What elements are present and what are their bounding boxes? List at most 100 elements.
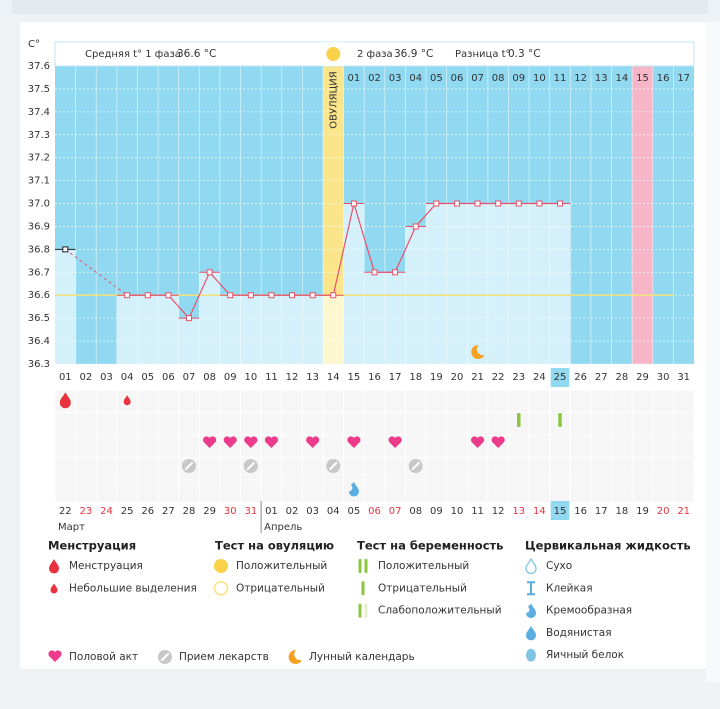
x-tick-label: 25 bbox=[554, 372, 567, 383]
date-label: 27 bbox=[162, 506, 175, 517]
legend-icon bbox=[525, 557, 537, 575]
event-cell bbox=[179, 435, 199, 457]
phase2-day-label: 10 bbox=[533, 73, 546, 84]
event-cell bbox=[385, 458, 405, 480]
legend-icon bbox=[364, 559, 368, 573]
event-cell bbox=[179, 413, 199, 435]
date-label: 22 bbox=[59, 506, 72, 517]
x-tick-label: 24 bbox=[533, 372, 546, 383]
y-tick-label: 37.2 bbox=[28, 153, 50, 164]
x-tick-label: 15 bbox=[348, 372, 361, 383]
legend-title: Тест на овуляцию bbox=[215, 539, 334, 553]
event-cell bbox=[632, 413, 653, 435]
temperature-bar bbox=[240, 295, 262, 364]
x-tick-label: 14 bbox=[327, 372, 340, 383]
point bbox=[536, 200, 543, 207]
event-cell bbox=[612, 458, 632, 480]
point bbox=[515, 200, 522, 207]
date-label: 01 bbox=[265, 506, 278, 517]
x-tick-label: 01 bbox=[59, 372, 72, 383]
point bbox=[392, 269, 399, 276]
event-cell bbox=[158, 435, 179, 457]
event-cell bbox=[137, 413, 158, 435]
legend-icon bbox=[527, 581, 535, 596]
y-tick-label: 36.9 bbox=[28, 221, 50, 232]
date-label: 26 bbox=[141, 506, 154, 517]
event-cell bbox=[137, 435, 158, 457]
date-label: 15 bbox=[554, 506, 567, 517]
y-axis-label: C° bbox=[28, 39, 40, 50]
date-label: 11 bbox=[471, 506, 484, 517]
legend-item: Сухо bbox=[546, 560, 572, 572]
medication-marker bbox=[243, 459, 258, 473]
intercourse-marker bbox=[244, 436, 258, 448]
event-cell bbox=[508, 458, 529, 480]
date-label: 07 bbox=[389, 506, 402, 517]
event-cell bbox=[405, 413, 426, 435]
point bbox=[371, 269, 378, 276]
expected-period-column bbox=[632, 66, 653, 364]
pregnancy-test-marker bbox=[517, 413, 521, 427]
month-label: Март bbox=[58, 522, 85, 533]
event-cell bbox=[529, 413, 550, 435]
medication-marker bbox=[326, 459, 341, 473]
month-label: Апрель bbox=[264, 522, 302, 533]
x-tick-label: 10 bbox=[244, 372, 257, 383]
event-cell bbox=[364, 480, 385, 502]
date-label: 14 bbox=[533, 506, 546, 517]
phase2-day-label: 11 bbox=[554, 73, 567, 84]
event-cell bbox=[282, 458, 302, 480]
event-cell bbox=[529, 390, 550, 412]
legend-item: Яичный белок bbox=[546, 649, 624, 661]
x-tick-label: 02 bbox=[80, 372, 93, 383]
x-tick-label: 19 bbox=[430, 372, 443, 383]
event-cell bbox=[323, 413, 344, 435]
legend-icon bbox=[526, 603, 536, 619]
date-label: 02 bbox=[286, 506, 299, 517]
event-cell bbox=[323, 390, 344, 412]
event-cell bbox=[426, 390, 447, 412]
event-cell bbox=[261, 480, 282, 502]
event-cell bbox=[323, 435, 344, 457]
date-label: 17 bbox=[595, 506, 608, 517]
event-cell bbox=[550, 390, 570, 412]
phase2-day-label: 14 bbox=[615, 73, 628, 84]
phase-stat-name: Средняя t° 1 фаза bbox=[85, 49, 181, 60]
legend-icon bbox=[213, 581, 229, 596]
event-cell bbox=[76, 435, 96, 457]
event-cell bbox=[612, 435, 632, 457]
event-cell bbox=[302, 390, 323, 412]
point bbox=[227, 292, 234, 299]
intercourse-marker bbox=[470, 436, 485, 448]
event-cell bbox=[550, 480, 570, 502]
y-tick-label: 37.0 bbox=[28, 199, 50, 210]
x-tick-label: 09 bbox=[224, 372, 237, 383]
temperature-bar bbox=[508, 203, 530, 364]
date-label: 28 bbox=[183, 506, 196, 517]
temperature-bar bbox=[322, 295, 344, 364]
spotting-marker bbox=[123, 395, 131, 406]
temperature-bar bbox=[529, 203, 550, 364]
event-cell bbox=[653, 458, 673, 480]
legend-icon bbox=[48, 650, 62, 662]
event-cell bbox=[570, 480, 591, 502]
event-cell bbox=[488, 480, 508, 502]
event-cell bbox=[282, 413, 302, 435]
event-cell bbox=[632, 458, 653, 480]
phase2-day-label: 09 bbox=[512, 73, 525, 84]
temperature-bar bbox=[302, 295, 323, 364]
date-label: 18 bbox=[615, 506, 628, 517]
event-cell bbox=[282, 480, 302, 502]
event-cell bbox=[488, 458, 508, 480]
event-cell bbox=[76, 458, 96, 480]
event-cell bbox=[570, 458, 591, 480]
y-tick-label: 37.6 bbox=[28, 61, 50, 72]
temperature-bar bbox=[281, 295, 303, 364]
legend-icon bbox=[214, 559, 228, 573]
event-cell bbox=[55, 458, 76, 480]
x-tick-label: 21 bbox=[471, 372, 484, 383]
phase-stat-value: 36.9 °C bbox=[394, 48, 433, 60]
date-label: 03 bbox=[306, 506, 319, 517]
y-tick-label: 36.3 bbox=[28, 359, 50, 370]
event-cell bbox=[447, 435, 467, 457]
